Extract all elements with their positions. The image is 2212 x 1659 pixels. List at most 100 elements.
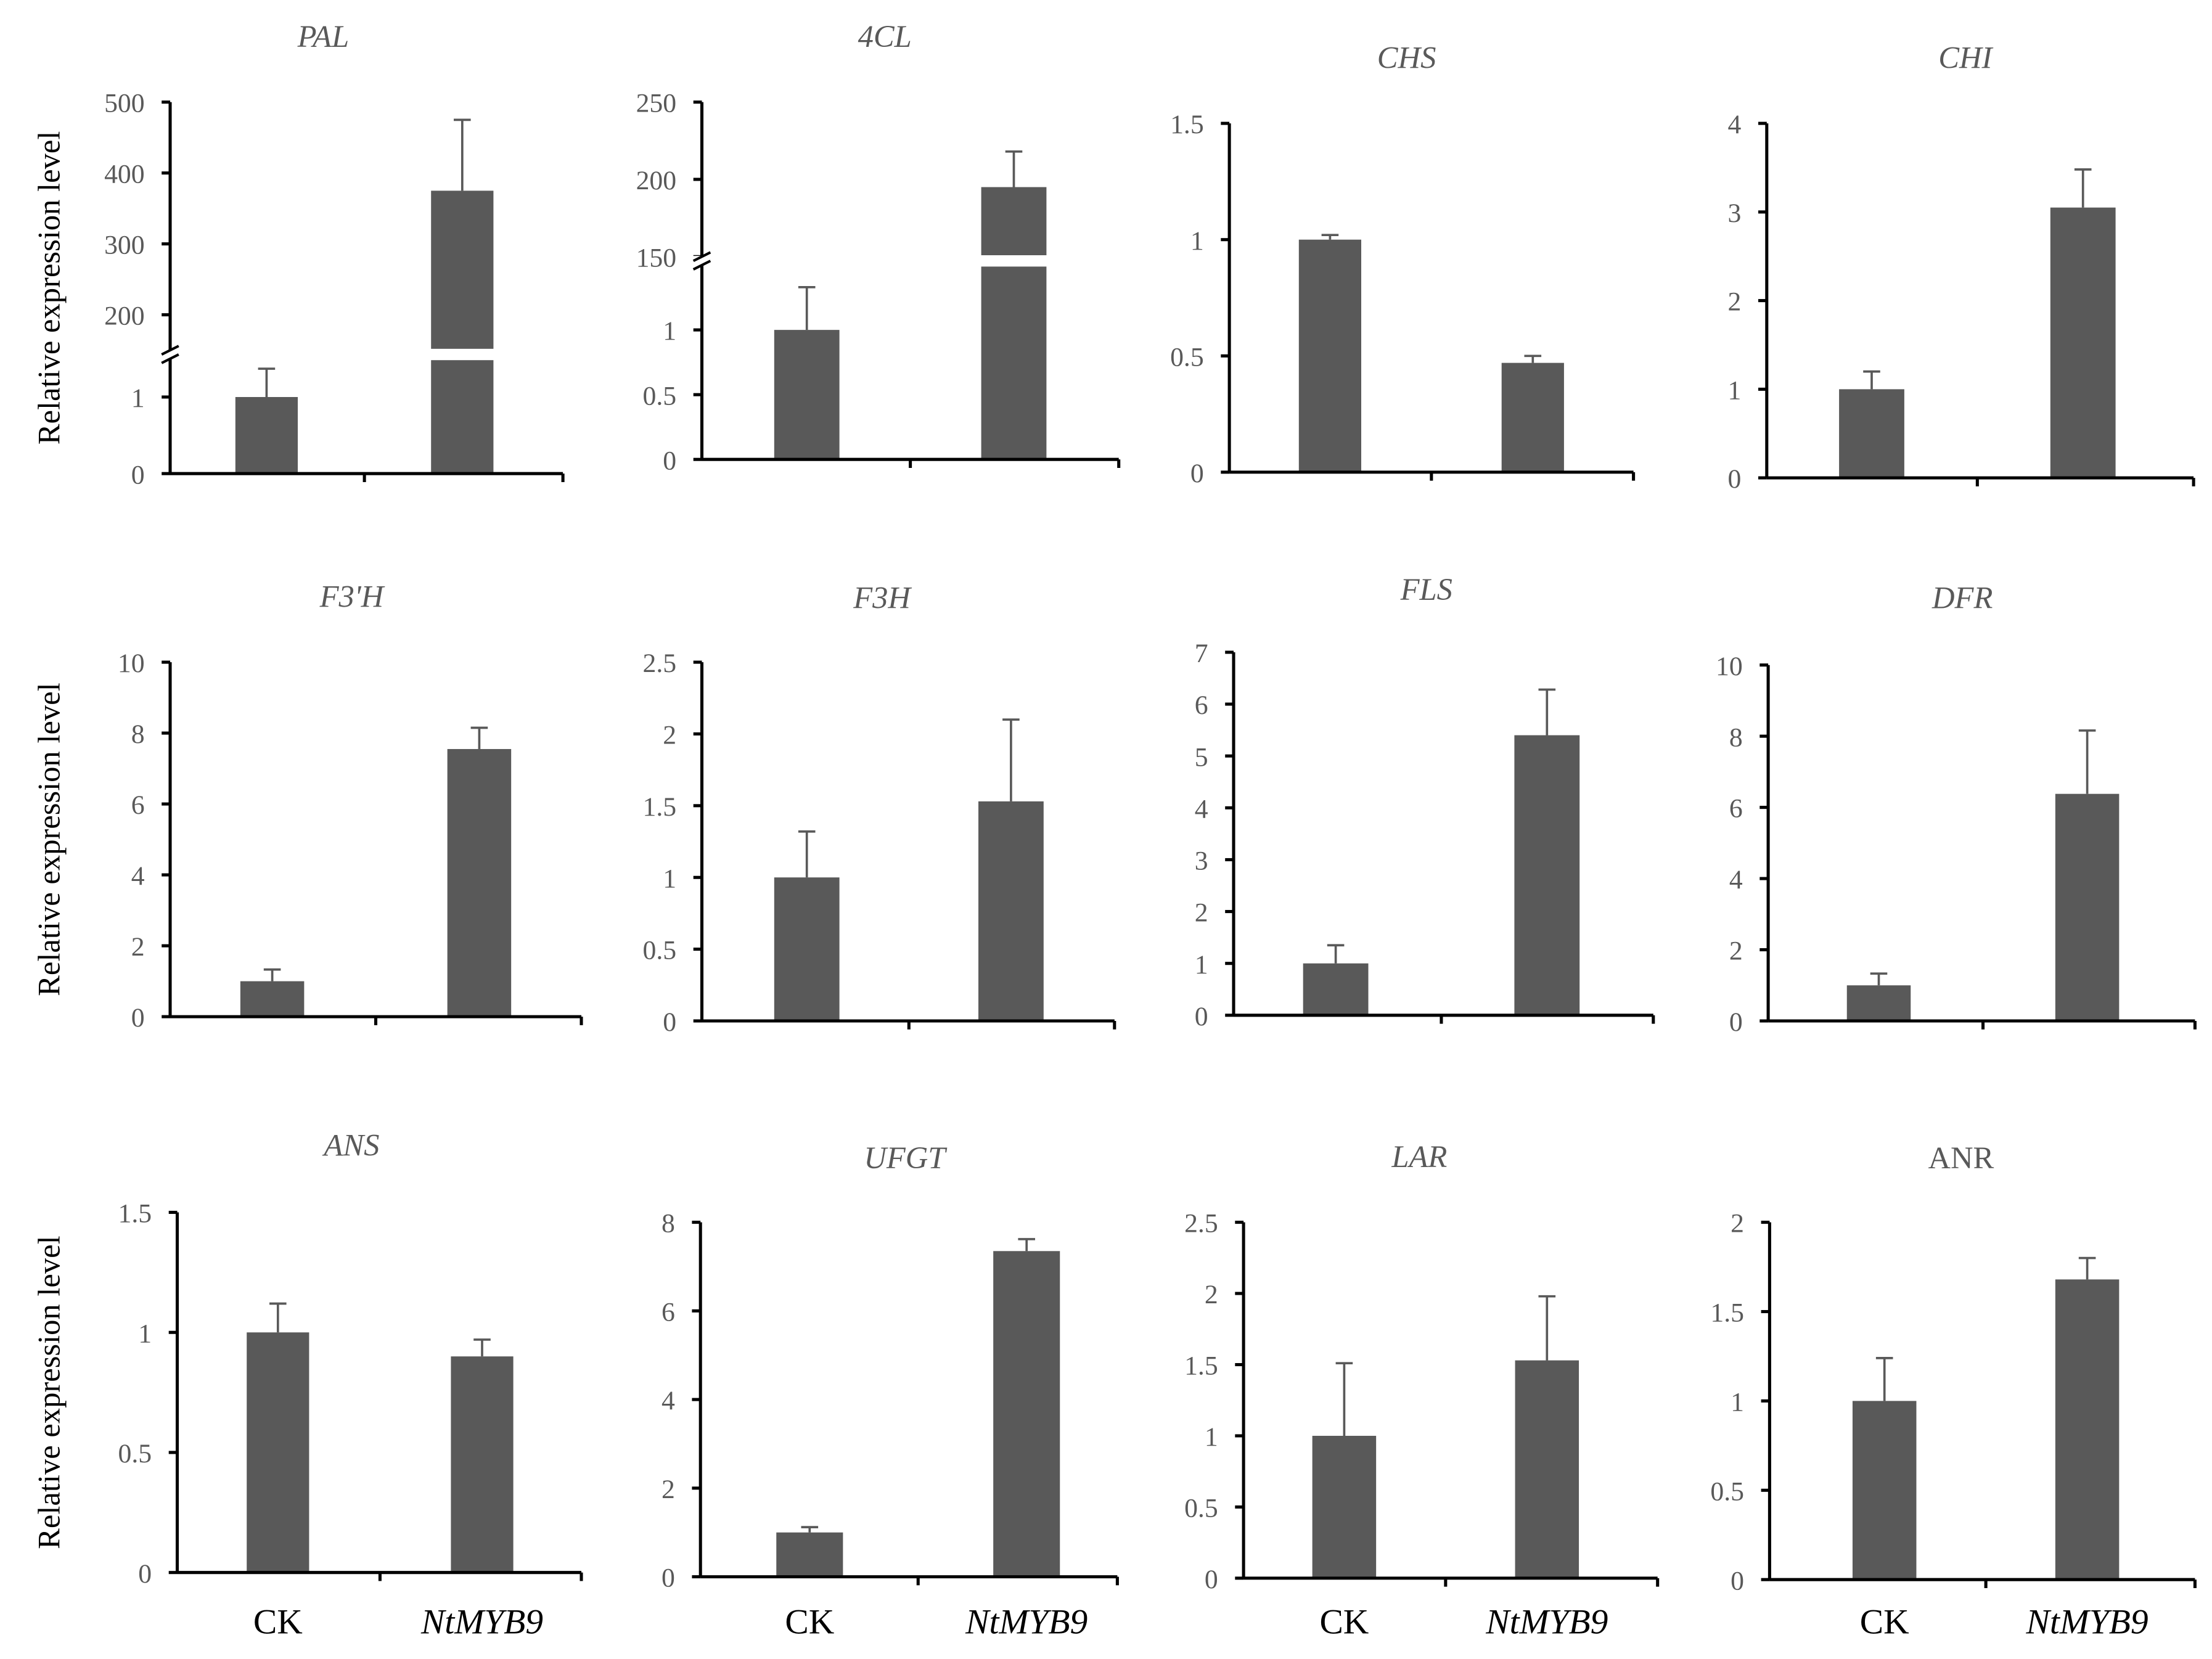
x-category-label: NtMYB9 — [420, 1603, 543, 1642]
y-tick-label: 1.5 — [1184, 1351, 1218, 1381]
y-tick-label: 2 — [1205, 1280, 1218, 1309]
bar-ck — [1852, 1401, 1917, 1580]
y-tick-label: 1 — [1205, 1422, 1218, 1452]
bar-ck — [776, 1532, 843, 1577]
y-axis-title: Relative expression level — [32, 1235, 67, 1549]
chart-panel: ANS 0 0.5 1 1.5 Relative expression level CK Nt… — [32, 1128, 583, 1642]
y-tick-label: 0.5 — [642, 936, 676, 965]
chart-title: CHI — [1938, 40, 1993, 75]
y-tick-label: 0 — [138, 1559, 152, 1589]
y-tick-label: 0 — [1195, 1002, 1208, 1031]
bar-break-gap — [980, 255, 1048, 267]
chart-panel: 4CL 0 0.5 1 150 200 250 — [636, 19, 1121, 475]
axis-break-mark — [161, 345, 179, 356]
bar-ntmyb9 — [2055, 793, 2120, 1021]
y-tick-label: 0.5 — [1710, 1477, 1744, 1506]
y-tick-label: 0 — [131, 1003, 145, 1033]
y-tick-label: 200 — [104, 301, 145, 331]
y-axis-title: Relative expression level — [32, 682, 67, 996]
y-tick-label: 2 — [1195, 898, 1208, 928]
chart-title: FLS — [1400, 572, 1452, 607]
y-tick-label: 0 — [662, 1563, 675, 1593]
y-tick-label: 1 — [663, 864, 676, 893]
y-tick-label: 2 — [131, 932, 145, 962]
y-tick-label: 1 — [663, 316, 676, 346]
bar-ck — [774, 330, 840, 460]
chart-title: LAR — [1391, 1139, 1447, 1174]
y-tick-label: 400 — [104, 160, 145, 189]
y-tick-label: 0 — [1731, 1566, 1744, 1596]
y-tick-label: 2 — [1729, 936, 1743, 966]
chart-panel: CHS 0 0.5 1 1.5 — [1170, 40, 1636, 488]
chart-title: F3'H — [319, 579, 385, 613]
bar-ck — [1298, 239, 1361, 472]
y-tick-label: 4 — [1728, 110, 1742, 139]
y-tick-label: 0 — [1728, 464, 1742, 494]
chart-title: ANR — [1928, 1141, 1994, 1175]
y-tick-label: 5 — [1195, 742, 1208, 772]
bar-break-gap — [430, 348, 495, 361]
y-tick-label: 150 — [636, 243, 677, 272]
y-tick-label: 2 — [1731, 1209, 1744, 1239]
y-tick-label: 2 — [662, 1475, 675, 1504]
bar-ck — [1846, 985, 1911, 1021]
y-tick-label: 1.5 — [642, 792, 676, 822]
chart-panel: LAR 0 0.5 1 1.5 2 2.5 CK NtMYB9 — [1184, 1139, 1660, 1642]
y-tick-label: 0.5 — [642, 381, 676, 411]
axis-break-mark — [692, 260, 711, 271]
y-tick-label: 0.5 — [1184, 1494, 1218, 1523]
x-category-label: CK — [253, 1603, 303, 1642]
y-tick-label: 2 — [1728, 287, 1742, 317]
y-tick-label: 8 — [131, 719, 145, 749]
bar-ntmyb9 — [2050, 207, 2116, 478]
y-tick-label: 0.5 — [118, 1439, 152, 1469]
chart-panel: F3H 0 0.5 1 1.5 2 2.5 — [642, 581, 1116, 1037]
y-tick-label: 0 — [131, 460, 145, 490]
chart-title: ANS — [322, 1128, 379, 1163]
bar-ntmyb9 — [993, 1251, 1060, 1577]
x-category-label: NtMYB9 — [965, 1603, 1088, 1642]
bar-ck — [774, 877, 840, 1021]
y-tick-label: 7 — [1195, 639, 1208, 668]
bar-ntmyb9 — [447, 748, 512, 1017]
y-tick-label: 1.5 — [118, 1199, 152, 1229]
y-tick-label: 0 — [1190, 459, 1204, 488]
x-category-label: CK — [1319, 1603, 1369, 1642]
y-tick-label: 1 — [1728, 375, 1742, 405]
y-tick-label: 1 — [1731, 1388, 1744, 1417]
bar-ntmyb9 — [2055, 1279, 2120, 1580]
y-tick-label: 3 — [1195, 846, 1208, 876]
y-tick-label: 8 — [1729, 723, 1743, 752]
chart-panel: FLS 0 1 2 3 4 5 6 7 — [1195, 572, 1655, 1031]
y-tick-label: 4 — [1195, 794, 1208, 824]
chart-panel: ANR 0 0.5 1 1.5 2 CK NtMYB9 — [1710, 1141, 2197, 1642]
y-tick-label: 10 — [1716, 652, 1743, 681]
chart-panel: F3'H 0 2 4 6 8 10 Relative expression level — [32, 579, 583, 1033]
bar-ck — [247, 1332, 309, 1573]
y-tick-label: 1 — [131, 383, 145, 413]
y-tick-label: 2.5 — [1184, 1209, 1218, 1239]
bar-ck — [1303, 963, 1369, 1015]
bar-ntmyb9 — [978, 801, 1044, 1021]
y-tick-label: 1.5 — [1170, 110, 1204, 139]
bar-ntmyb9 — [451, 1356, 514, 1573]
bar-ntmyb9 — [431, 190, 494, 474]
y-tick-label: 10 — [118, 649, 145, 678]
y-tick-label: 2 — [663, 721, 676, 750]
bar-ntmyb9 — [1501, 363, 1564, 472]
y-tick-label: 4 — [1729, 865, 1743, 895]
y-tick-label: 0.5 — [1170, 342, 1204, 372]
y-tick-label: 6 — [131, 790, 145, 820]
bar-ck — [240, 981, 305, 1017]
chart-title: DFR — [1931, 581, 1993, 615]
bar-ntmyb9 — [1514, 735, 1580, 1015]
x-category-label: NtMYB9 — [2026, 1603, 2149, 1642]
y-tick-label: 250 — [636, 89, 677, 118]
bar-ck — [1839, 389, 1904, 478]
axis-break-mark — [161, 353, 179, 364]
x-category-label: CK — [1860, 1603, 1909, 1642]
chart-panel: UFGT 0 2 4 6 8 CK NtMYB9 — [662, 1141, 1119, 1642]
y-tick-label: 2.5 — [642, 649, 676, 678]
y-axis-title: Relative expression level — [32, 131, 67, 445]
